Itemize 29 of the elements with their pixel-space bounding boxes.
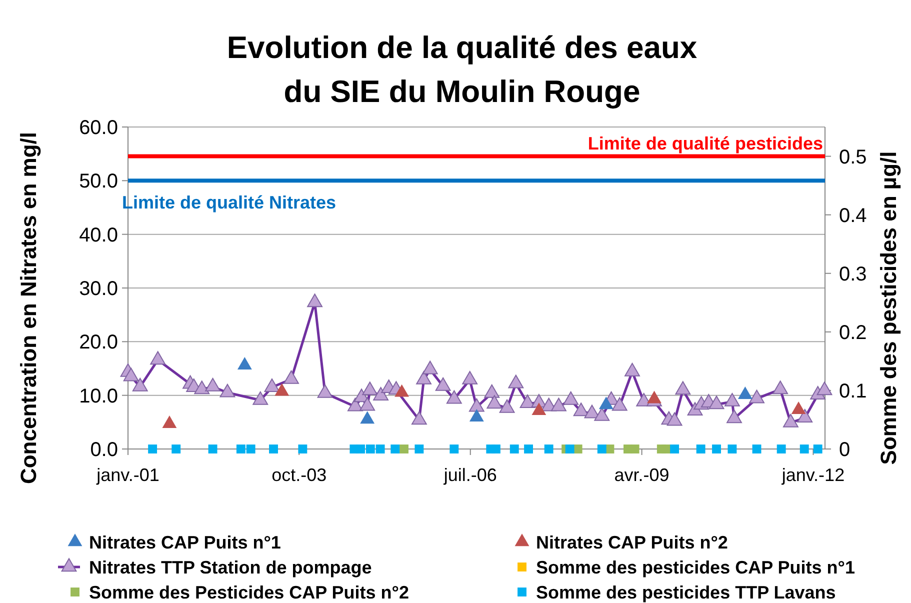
y-tick-label: 60.0	[79, 117, 118, 139]
legend-label: Somme des pesticides CAP Puits n°1	[536, 557, 855, 578]
y2-axis-title: Somme des pesticides en µg/l	[876, 151, 901, 465]
y-tick-label: 40.0	[79, 224, 118, 246]
y2-tick-label: 0	[839, 439, 850, 461]
ref-line-label: Limite de qualité pesticides	[588, 133, 823, 154]
legend-label: Nitrates CAP Puits n°1	[89, 532, 281, 552]
x-tick-label: juil.-06	[442, 465, 497, 485]
y-tick-label: 50.0	[79, 170, 118, 193]
y2-tick-label: 0.1	[839, 380, 867, 402]
legend-label: Somme des Pesticides CAP Puits n°2	[89, 582, 409, 602]
y2-tick-label: 0.2	[839, 322, 867, 344]
y2-tick-label: 0.3	[839, 263, 867, 286]
x-tick-label: janv.-12	[780, 465, 845, 485]
y2-tick-label: 0.5	[839, 146, 867, 168]
y-tick-label: 0.0	[90, 439, 118, 461]
legend-label: Nitrates CAP Puits n°2	[536, 532, 728, 552]
x-tick-label: janv.-01	[96, 465, 160, 485]
y-tick-label: 10.0	[79, 385, 118, 408]
y2-tick-label: 0.4	[839, 204, 867, 227]
ref-line-label: Limite de qualité Nitrates	[122, 192, 336, 213]
y-axis-title: Concentration en Nitrates en mg/l	[16, 132, 41, 484]
legend-label: Somme des pesticides TTP Lavans	[536, 582, 836, 602]
x-tick-label: oct.-03	[272, 465, 327, 485]
y-tick-label: 20.0	[79, 332, 118, 354]
y-tick-label: 30.0	[79, 278, 118, 300]
legend-label: Nitrates TTP Station de pompage	[89, 557, 372, 578]
x-tick-label: avr.-09	[614, 465, 670, 485]
chart-title: Evolution de la qualité des eaux du SIE du Moulin Rouge	[226, 30, 698, 109]
